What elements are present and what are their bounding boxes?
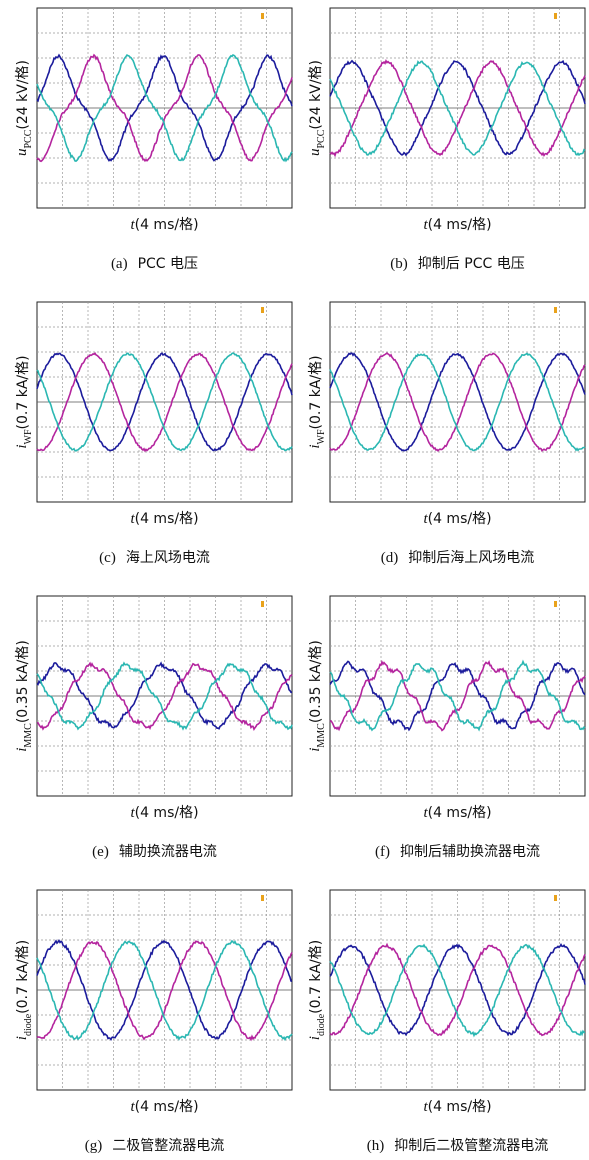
caption-label: (g) [85, 1138, 103, 1154]
y-axis-label: idiode(0.7 kA/格) [307, 940, 326, 1040]
x-label-unit: (4 ms/格) [135, 217, 199, 233]
y-axis-label: iWF(0.7 kA/格) [307, 355, 326, 448]
x-label-unit: (4 ms/格) [135, 511, 199, 527]
y-label-unit: (0.7 kA/格) [15, 355, 31, 429]
panel: uPCC(24 kV/格) t(4 ms/格) (a) PCC 电压 [14, 8, 292, 272]
caption-text: PCC 电压 [138, 256, 198, 272]
caption: (a) PCC 电压 [111, 256, 198, 272]
trigger-marker [261, 601, 264, 607]
caption-label: (b) [390, 256, 408, 272]
caption-label: (c) [99, 550, 116, 566]
caption-text: 抑制后 PCC 电压 [418, 256, 525, 272]
panel: idiode(0.7 kA/格) t(4 ms/格) (g) 二极管整流器电流 [14, 890, 292, 1154]
x-label-unit: (4 ms/格) [428, 217, 492, 233]
x-axis-label: t(4 ms/格) [423, 217, 491, 233]
caption-text: 抑制后二极管整流器电流 [394, 1138, 548, 1154]
caption-text: 海上风场电流 [126, 550, 210, 566]
caption-label: (h) [367, 1138, 385, 1154]
y-axis-label: iMMC(0.35 kA/格) [14, 640, 33, 752]
trigger-marker [554, 895, 557, 901]
y-label-subscript: WF [316, 429, 327, 444]
trigger-marker [554, 307, 557, 313]
y-label-unit: (0.7 kA/格) [15, 940, 31, 1014]
y-axis-label: uPCC(24 kV/格) [307, 60, 326, 156]
caption-text: 抑制后辅助换流器电流 [400, 843, 540, 860]
panel: iWF(0.7 kA/格) t(4 ms/格) (d) 抑制后海上风场电流 [307, 302, 585, 566]
caption: (h) 抑制后二极管整流器电流 [367, 1138, 549, 1154]
x-label-unit: (4 ms/格) [135, 1099, 199, 1115]
caption: (b) 抑制后 PCC 电压 [390, 256, 524, 272]
panel: idiode(0.7 kA/格) t(4 ms/格) (h) 抑制后二极管整流器电流 [307, 890, 585, 1154]
x-axis-label: t(4 ms/格) [423, 1099, 491, 1115]
caption-text: 抑制后海上风场电流 [408, 550, 534, 566]
caption-label: (e) [92, 844, 109, 860]
y-label-subscript: diode [316, 1013, 327, 1036]
caption-label: (a) [111, 256, 128, 272]
trigger-marker [261, 13, 264, 19]
x-axis-label: t(4 ms/格) [130, 511, 198, 527]
caption: (g) 二极管整流器电流 [85, 1138, 225, 1154]
panel: iWF(0.7 kA/格) t(4 ms/格) (c) 海上风场电流 [14, 302, 292, 566]
y-label-subscript: MMC [316, 723, 327, 748]
y-label-unit: (0.35 kA/格) [15, 640, 31, 723]
y-axis-label: idiode(0.7 kA/格) [14, 940, 33, 1040]
figure: uPCC(24 kV/格)t(4 ms/格)(a)PCC 电压uPCC(24 k… [0, 0, 589, 1155]
x-axis-label: t(4 ms/格) [423, 511, 491, 527]
trigger-marker [554, 601, 557, 607]
x-axis-label: t(4 ms/格) [130, 1099, 198, 1115]
panel: iMMC(0.35 kA/格) t(4 ms/格) (e) 辅助换流器电流 [14, 596, 292, 860]
y-label-subscript: WF [23, 429, 34, 444]
caption: (d) 抑制后海上风场电流 [381, 550, 535, 566]
y-label-unit: (0.35 kA/格) [308, 640, 324, 723]
y-axis-label: iWF(0.7 kA/格) [14, 355, 33, 448]
caption-label: (d) [381, 550, 399, 566]
caption: (c) 海上风场电流 [99, 550, 210, 566]
trigger-marker [554, 13, 557, 19]
panel: iMMC(0.35 kA/格) t(4 ms/格) (f) 抑制后辅助换流器电流 [307, 596, 585, 860]
y-axis-label: iMMC(0.35 kA/格) [307, 640, 326, 752]
caption: (e) 辅助换流器电流 [92, 843, 217, 860]
x-axis-label: t(4 ms/格) [423, 805, 491, 821]
caption-label: (f) [375, 844, 390, 860]
trigger-marker [261, 895, 264, 901]
y-label-subscript: PCC [23, 129, 34, 148]
y-label-unit: (24 kV/格) [15, 60, 31, 130]
caption-text: 辅助换流器电流 [119, 843, 217, 860]
x-axis-label: t(4 ms/格) [130, 805, 198, 821]
y-label-unit: (24 kV/格) [308, 60, 324, 130]
y-label-subscript: diode [23, 1013, 34, 1036]
y-axis-label: uPCC(24 kV/格) [14, 60, 33, 156]
x-label-unit: (4 ms/格) [428, 1099, 492, 1115]
caption: (f) 抑制后辅助换流器电流 [375, 843, 540, 860]
y-label-unit: (0.7 kA/格) [308, 940, 324, 1014]
x-label-unit: (4 ms/格) [428, 511, 492, 527]
y-label-symbol: u [307, 149, 323, 157]
x-label-unit: (4 ms/格) [135, 805, 199, 821]
panel: uPCC(24 kV/格) t(4 ms/格) (b) 抑制后 PCC 电压 [307, 8, 585, 272]
y-label-subscript: MMC [23, 723, 34, 748]
trigger-marker [261, 307, 264, 313]
x-label-unit: (4 ms/格) [428, 805, 492, 821]
x-axis-label: t(4 ms/格) [130, 217, 198, 233]
y-label-unit: (0.7 kA/格) [308, 355, 324, 429]
caption-text: 二极管整流器电流 [112, 1138, 224, 1154]
y-label-subscript: PCC [316, 129, 327, 148]
y-label-symbol: u [14, 149, 30, 157]
